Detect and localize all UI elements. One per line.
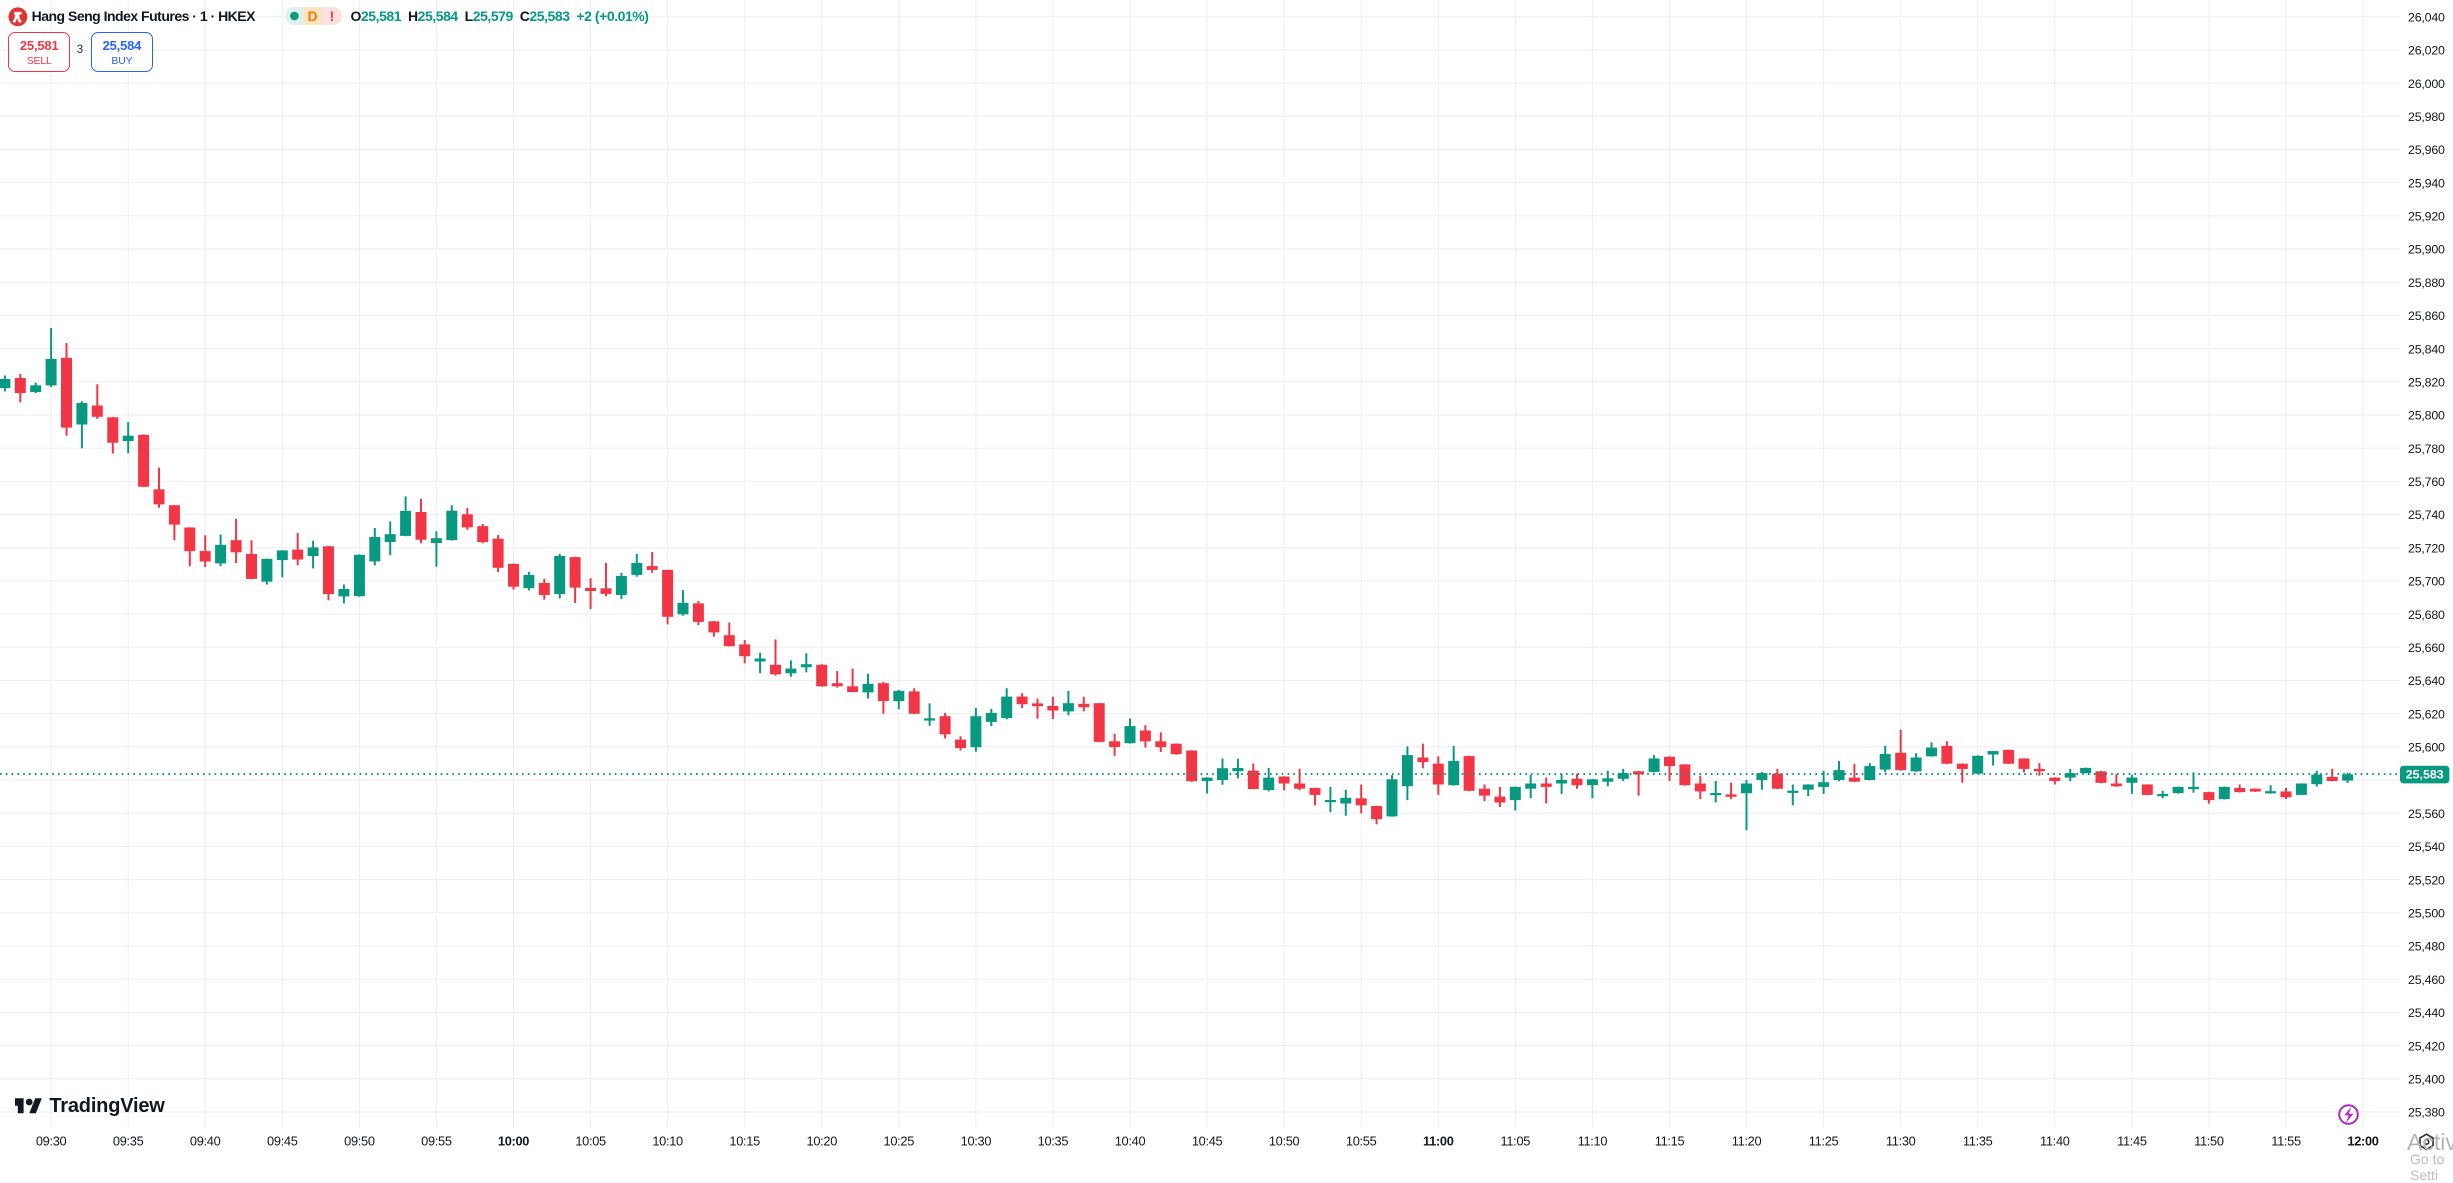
svg-text:25,840: 25,840 — [2408, 342, 2445, 356]
svg-text:10:50: 10:50 — [1269, 1134, 1300, 1149]
svg-text:25,480: 25,480 — [2408, 940, 2445, 954]
svg-text:25,980: 25,980 — [2408, 110, 2445, 124]
svg-text:25,640: 25,640 — [2408, 674, 2445, 688]
svg-text:10:10: 10:10 — [652, 1134, 683, 1149]
svg-text:09:35: 09:35 — [113, 1134, 144, 1149]
svg-text:25,520: 25,520 — [2408, 873, 2445, 887]
svg-text:09:40: 09:40 — [190, 1134, 221, 1149]
svg-text:25,940: 25,940 — [2408, 176, 2445, 190]
svg-text:09:45: 09:45 — [267, 1134, 298, 1149]
svg-text:11:40: 11:40 — [2040, 1134, 2070, 1149]
svg-text:25,900: 25,900 — [2408, 243, 2445, 257]
svg-text:25,660: 25,660 — [2408, 641, 2445, 655]
svg-text:10:15: 10:15 — [729, 1134, 760, 1149]
svg-text:26,040: 26,040 — [2408, 10, 2445, 24]
svg-text:25,780: 25,780 — [2408, 442, 2445, 456]
svg-text:D: D — [308, 9, 318, 24]
svg-text:11:10: 11:10 — [1578, 1134, 1608, 1149]
svg-text:10:45: 10:45 — [1192, 1134, 1223, 1149]
svg-text:25,700: 25,700 — [2408, 575, 2445, 589]
svg-text:11:20: 11:20 — [1732, 1134, 1762, 1149]
svg-text:10:25: 10:25 — [884, 1134, 915, 1149]
svg-text:26,000: 26,000 — [2408, 77, 2445, 91]
svg-text:09:50: 09:50 — [344, 1134, 375, 1149]
svg-text:11:45: 11:45 — [2117, 1134, 2147, 1149]
svg-text:12:00: 12:00 — [2347, 1134, 2378, 1149]
svg-text:25,380: 25,380 — [2408, 1106, 2445, 1120]
svg-text:25,920: 25,920 — [2408, 210, 2445, 224]
svg-text:11:35: 11:35 — [1963, 1134, 1993, 1149]
svg-text:09:55: 09:55 — [421, 1134, 452, 1149]
svg-text:25,820: 25,820 — [2408, 376, 2445, 390]
svg-text:10:05: 10:05 — [575, 1134, 606, 1149]
svg-text:25,400: 25,400 — [2408, 1073, 2445, 1087]
svg-text:25,420: 25,420 — [2408, 1039, 2445, 1053]
svg-text:25,620: 25,620 — [2408, 707, 2445, 721]
svg-text:11:30: 11:30 — [1886, 1134, 1916, 1149]
svg-text:11:25: 11:25 — [1809, 1134, 1839, 1149]
svg-text:11:05: 11:05 — [1501, 1134, 1531, 1149]
svg-text:11:50: 11:50 — [2194, 1134, 2224, 1149]
svg-text:09:30: 09:30 — [36, 1134, 67, 1149]
svg-text:25,880: 25,880 — [2408, 276, 2445, 290]
svg-text:11:55: 11:55 — [2271, 1134, 2301, 1149]
svg-text:25,460: 25,460 — [2408, 973, 2445, 987]
svg-text:25,440: 25,440 — [2408, 1006, 2445, 1020]
svg-text:25,860: 25,860 — [2408, 309, 2445, 323]
svg-text:25,960: 25,960 — [2408, 143, 2445, 157]
svg-text:10:35: 10:35 — [1038, 1134, 1069, 1149]
svg-text:26,020: 26,020 — [2408, 44, 2445, 58]
svg-text:!: ! — [330, 9, 335, 24]
svg-text:25,500: 25,500 — [2408, 907, 2445, 921]
svg-text:25,583: 25,583 — [2406, 768, 2444, 782]
svg-text:10:00: 10:00 — [498, 1134, 529, 1149]
svg-text:10:55: 10:55 — [1346, 1134, 1377, 1149]
svg-text:25,560: 25,560 — [2408, 807, 2445, 821]
svg-text:25,540: 25,540 — [2408, 840, 2445, 854]
svg-text:10:30: 10:30 — [961, 1134, 992, 1149]
svg-text:25,760: 25,760 — [2408, 475, 2445, 489]
svg-text:11:00: 11:00 — [1423, 1134, 1454, 1149]
svg-text:10:20: 10:20 — [807, 1134, 838, 1149]
svg-text:25,800: 25,800 — [2408, 409, 2445, 423]
svg-text:25,720: 25,720 — [2408, 541, 2445, 555]
svg-text:10:40: 10:40 — [1115, 1134, 1146, 1149]
svg-text:25,680: 25,680 — [2408, 608, 2445, 622]
svg-text:25,740: 25,740 — [2408, 508, 2445, 522]
svg-text:11:15: 11:15 — [1655, 1134, 1685, 1149]
svg-text:25,600: 25,600 — [2408, 741, 2445, 755]
